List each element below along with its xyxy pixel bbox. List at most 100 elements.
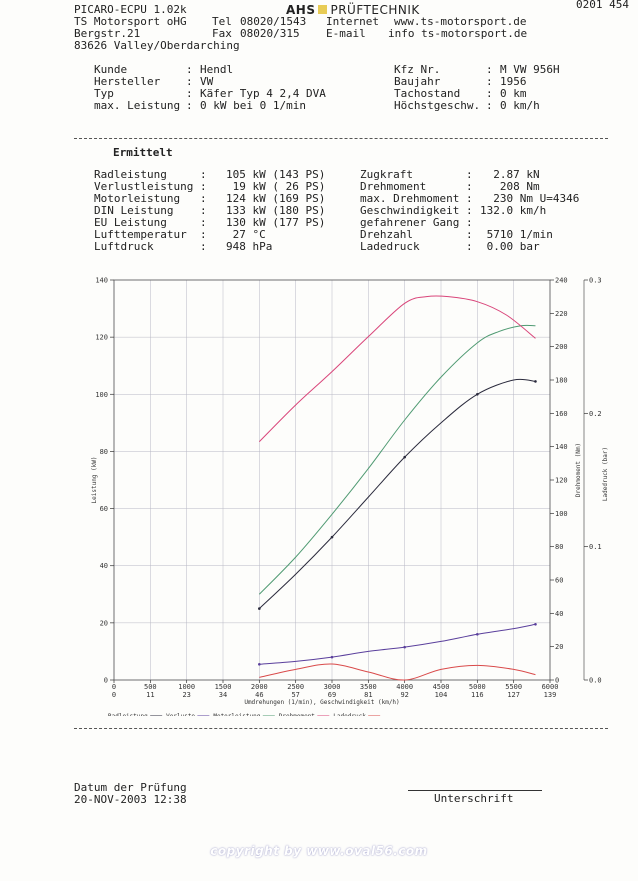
colon: : <box>200 228 207 241</box>
vehicle-row: Hersteller: VW <box>94 75 213 88</box>
result-row: Zugkraft: 2.87 kN <box>360 169 540 181</box>
vehicle-row: Typ: Käfer Typ 4 2,4 DVA <box>94 88 326 100</box>
series-ladedruck-line <box>259 663 536 681</box>
torque-tick-label: 140 <box>555 443 568 451</box>
series-verluste-point <box>534 622 537 626</box>
x-tick-label-rpm: 4500 <box>433 683 450 691</box>
signature-line <box>408 790 542 791</box>
x-tick-label-kmh: 116 <box>471 691 484 699</box>
legend-label: Ladedruck <box>333 713 366 716</box>
torque-tick-label: 200 <box>555 343 568 351</box>
torque-tick-label: 240 <box>555 277 568 285</box>
email-value: info ts-motorsport.de <box>388 27 528 40</box>
colon: : <box>186 63 193 76</box>
fax-label: Fax <box>212 27 232 40</box>
x-tick-label-kmh: 92 <box>400 691 408 699</box>
vehicle-value: Hendl <box>200 63 234 76</box>
result-row: Drehmoment: 208 Nm <box>360 181 540 193</box>
vehicle-row: Höchstgeschw.:0 km/h <box>394 100 540 112</box>
y-tick-label: 60 <box>100 505 108 513</box>
company-city: 83626 Valley/Oberdarching <box>74 39 240 52</box>
result-label: EU Leistung <box>94 216 167 229</box>
y-axis-title-left: Leistung (kW) <box>91 457 98 504</box>
colon: : <box>200 180 207 193</box>
result-value: 19 kW ( 26 PS) <box>226 180 326 193</box>
x-tick-label-rpm: 6000 <box>542 683 559 691</box>
test-date: 20-NOV-2003 12:38 <box>74 793 187 806</box>
colon: : <box>466 228 473 241</box>
vehicle-label: Hersteller <box>94 75 161 88</box>
result-label: Drehzahl <box>360 228 413 241</box>
x-tick-label-kmh: 139 <box>544 691 557 699</box>
series-radleistung-point <box>534 380 537 383</box>
x-tick-label-rpm: 5500 <box>505 683 522 691</box>
colon: : <box>486 75 493 88</box>
colon: : <box>486 99 493 112</box>
y-tick-label: 0 <box>104 677 108 685</box>
result-value: 0.00 bar <box>480 240 540 253</box>
result-value: 130 kW (177 PS) <box>226 216 326 229</box>
brand-bold: AHS <box>286 3 316 17</box>
vehicle-row: Baujahr:1956 <box>394 76 527 88</box>
legend-label: Drehmoment <box>279 713 316 716</box>
boost-tick-label: 0.0 <box>589 677 602 685</box>
series-verluste-point <box>476 632 479 636</box>
results-heading: Ermittelt <box>113 146 173 159</box>
result-row: Luftdruck: 948 hPa <box>94 241 272 253</box>
result-label: Geschwindigkeit <box>360 204 460 217</box>
x-tick-label-kmh: 127 <box>507 691 520 699</box>
result-label: DIN Leistung <box>94 204 174 217</box>
x-tick-label-kmh: 104 <box>435 691 448 699</box>
fax-value: 08020/315 <box>240 27 300 40</box>
result-label: Motorleistung <box>94 192 181 205</box>
result-value: 132.0 km/h <box>480 204 547 217</box>
vehicle-value: VW <box>200 75 214 88</box>
result-row: Ladedruck: 0.00 bar <box>360 241 540 253</box>
vehicle-value: 0 km/h <box>500 99 540 112</box>
x-tick-label-rpm: 0 <box>112 683 116 691</box>
colon: : <box>486 63 493 76</box>
colon: : <box>466 240 473 253</box>
y-tick-label: 80 <box>100 448 108 456</box>
results-right: Zugkraft: 2.87 kN Drehmoment: 208 Nm max… <box>360 169 579 253</box>
boost-tick-label: 0.2 <box>589 410 602 418</box>
result-label: Radleistung <box>94 168 167 181</box>
x-tick-label-kmh: 46 <box>255 691 263 699</box>
divider <box>74 728 608 729</box>
result-value: 124 kW (169 PS) <box>226 192 326 205</box>
x-tick-label-rpm: 1500 <box>215 683 232 691</box>
brand-logo: AHS PRÜFTECHNIK <box>286 3 420 17</box>
x-tick-label-kmh: 69 <box>328 691 336 699</box>
colon: : <box>466 180 473 193</box>
vehicle-row: Kfz Nr.: M VW 956H <box>394 64 560 76</box>
vehicle-label: Kunde <box>94 63 128 76</box>
result-row: DIN Leistung: 133 kW (180 PS) <box>94 204 325 217</box>
result-value: 2.87 kN <box>480 168 540 181</box>
series-verluste-point <box>330 655 334 659</box>
colon: : <box>486 87 493 100</box>
result-row: gefahrener Gang: <box>360 217 473 229</box>
torque-tick-label: 60 <box>555 577 563 585</box>
colon: : <box>200 204 207 217</box>
colon: : <box>466 168 473 181</box>
result-value: 230 Nm U=4346 <box>480 192 580 205</box>
brand-name: PRÜFTECHNIK <box>330 3 420 17</box>
email-label: E-mail <box>326 27 366 40</box>
result-row: max. Drehmoment: 230 Nm U=4346 <box>360 193 579 205</box>
colon: : <box>186 87 193 100</box>
vehicle-label: max. Leistung <box>94 99 181 112</box>
vehicle-info-right: Kfz Nr.: M VW 956H Baujahr:1956 Tachostan… <box>394 64 560 112</box>
vehicle-value: M VW 956H <box>500 63 560 76</box>
x-tick-label-kmh: 23 <box>182 691 190 699</box>
series-drehmoment-line <box>258 295 536 443</box>
series-radleistung-point <box>258 607 261 610</box>
results-left: Radleistung: 105 kW (143 PS) Verlustleist… <box>94 168 325 253</box>
colon: : <box>466 192 473 205</box>
divider <box>74 138 608 139</box>
colon: : <box>186 75 193 88</box>
torque-tick-label: 180 <box>555 377 568 385</box>
legend-label: Motorleistung <box>213 713 260 716</box>
company-street: Bergstr.21 <box>74 27 141 40</box>
x-tick-label-kmh: 57 <box>291 691 299 699</box>
colon: : <box>200 216 207 229</box>
